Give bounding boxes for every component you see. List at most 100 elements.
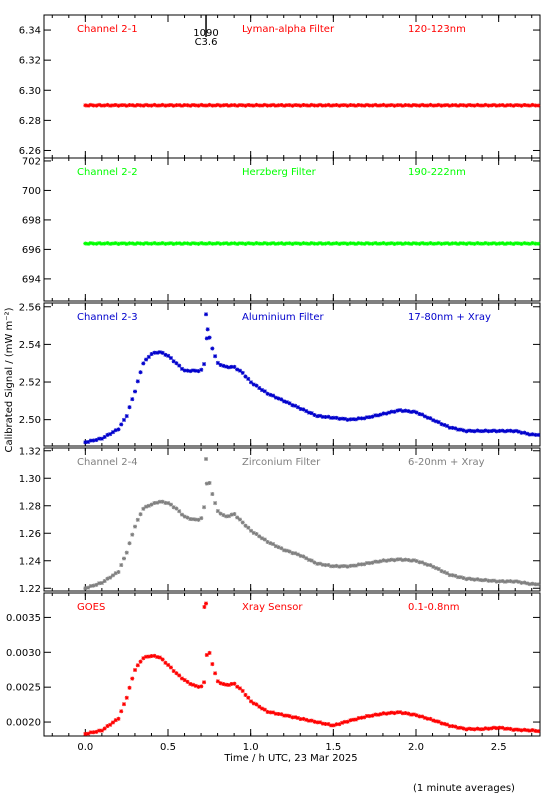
- data-point: [149, 654, 154, 659]
- data-point: [232, 103, 237, 108]
- data-point: [337, 241, 342, 246]
- data-point: [445, 102, 450, 107]
- data-point: [373, 102, 378, 107]
- data-point: [417, 560, 422, 565]
- data-point: [483, 577, 488, 582]
- data-point: [144, 102, 149, 107]
- data-point: [271, 393, 276, 398]
- data-point: [508, 726, 513, 731]
- data-point: [453, 426, 458, 431]
- data-point: [157, 499, 162, 504]
- data-point: [384, 241, 389, 246]
- data-point: [160, 102, 165, 107]
- data-point: [359, 416, 364, 421]
- data-point: [119, 709, 124, 714]
- data-point: [121, 556, 126, 561]
- data-point: [138, 103, 143, 108]
- channel-label: Channel 2-4: [77, 457, 138, 468]
- y-tick-label: 0.0020: [6, 718, 41, 729]
- data-point: [312, 719, 317, 724]
- y-tick-label: 1.28: [19, 501, 41, 512]
- data-point: [420, 714, 425, 719]
- y-tick-label: 702: [22, 156, 41, 167]
- data-point: [199, 684, 204, 689]
- data-point: [110, 103, 115, 108]
- data-point: [94, 729, 99, 734]
- data-point: [174, 361, 179, 366]
- data-point: [191, 102, 196, 107]
- data-point: [411, 102, 416, 107]
- data-point: [508, 241, 513, 246]
- data-point: [144, 241, 149, 246]
- data-point: [370, 103, 375, 108]
- data-point: [177, 103, 182, 108]
- data-point: [108, 103, 113, 108]
- data-point: [121, 241, 126, 246]
- data-point: [207, 335, 212, 340]
- y-tick-label: 6.26: [19, 146, 41, 157]
- data-point: [179, 241, 184, 246]
- data-point: [240, 103, 245, 108]
- data-point: [257, 241, 262, 246]
- data-point: [384, 711, 389, 716]
- data-point: [157, 241, 162, 246]
- data-point: [491, 102, 496, 107]
- data-point: [215, 102, 220, 107]
- data-point: [204, 336, 209, 341]
- data-point: [138, 370, 143, 375]
- data-point: [312, 241, 317, 246]
- data-point: [163, 500, 168, 505]
- data-point: [378, 103, 383, 108]
- y-tick-label: 6.28: [19, 116, 41, 127]
- data-point: [121, 417, 126, 422]
- data-point: [359, 241, 364, 246]
- data-point: [99, 103, 104, 108]
- data-point: [400, 103, 405, 108]
- data-point: [293, 715, 298, 720]
- data-point: [188, 681, 193, 686]
- data-point: [453, 573, 458, 578]
- data-point: [204, 241, 209, 246]
- data-point: [166, 663, 171, 668]
- data-point: [306, 241, 311, 246]
- data-point: [196, 103, 201, 108]
- data-point: [342, 103, 347, 108]
- data-point: [428, 563, 433, 568]
- x-axis-label: Time / h UTC, 23 Mar 2025: [223, 753, 357, 764]
- data-point: [514, 241, 519, 246]
- data-point: [326, 722, 331, 727]
- data-point: [254, 531, 259, 536]
- data-point: [155, 500, 160, 505]
- data-point: [486, 726, 491, 731]
- data-point: [431, 418, 436, 423]
- y-tick-label: 6.34: [19, 26, 41, 37]
- data-point: [88, 584, 93, 589]
- data-point: [279, 102, 284, 107]
- data-point: [262, 102, 267, 107]
- data-point: [467, 726, 472, 731]
- data-point: [409, 103, 414, 108]
- data-point: [387, 558, 392, 563]
- data-point: [240, 370, 245, 375]
- data-point: [133, 524, 138, 529]
- data-point: [166, 241, 171, 246]
- data-point: [105, 724, 110, 729]
- data-point: [381, 558, 386, 563]
- y-tick-label: 698: [22, 215, 41, 226]
- data-point: [326, 414, 331, 419]
- data-point: [331, 103, 336, 108]
- data-point: [97, 102, 102, 107]
- data-point: [116, 241, 121, 246]
- data-point: [135, 663, 140, 668]
- data-point: [218, 511, 223, 516]
- data-point: [378, 712, 383, 717]
- data-point: [229, 681, 234, 686]
- data-point: [279, 546, 284, 551]
- data-point: [237, 368, 242, 373]
- data-point: [400, 558, 405, 563]
- data-point: [467, 102, 472, 107]
- data-point: [475, 102, 480, 107]
- data-point: [480, 578, 485, 583]
- panel-2: 694 696 698 700 702 Channel 2-2 Herzberg Filte…: [22, 156, 541, 302]
- data-point: [433, 419, 438, 424]
